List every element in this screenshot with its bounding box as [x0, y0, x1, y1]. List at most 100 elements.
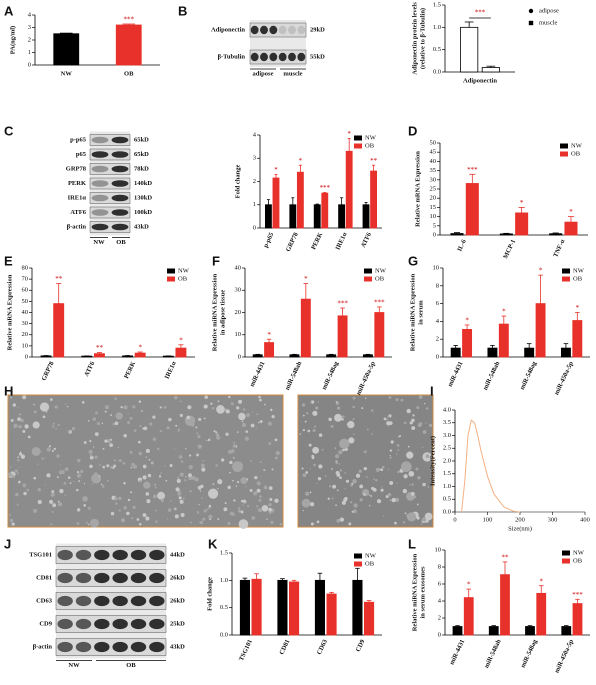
- particle: [89, 464, 93, 469]
- blot-row-label: ATF6: [70, 209, 87, 216]
- particle: [127, 498, 131, 502]
- particle: [244, 436, 249, 441]
- blot-band: [57, 549, 73, 561]
- particle: [366, 428, 369, 431]
- blot-size-label: 130kD: [134, 194, 152, 201]
- particle: [406, 512, 417, 522]
- blot-band: [149, 595, 165, 607]
- blot-strip: [89, 134, 131, 146]
- particle: [87, 523, 90, 526]
- y-tick-label: 30: [235, 287, 242, 294]
- x-tick-label: GRP78: [41, 360, 56, 382]
- particle: [24, 424, 29, 429]
- particle: [26, 488, 30, 492]
- y-tick-label: 4: [253, 131, 257, 138]
- panel-letter: E: [4, 253, 13, 268]
- blot-band: [278, 52, 287, 62]
- particle: [215, 432, 220, 437]
- particle: [127, 421, 131, 425]
- particle: [136, 518, 140, 521]
- y-tick-label: 0.5: [220, 604, 228, 611]
- particle: [318, 464, 323, 469]
- particle: [369, 505, 371, 507]
- particle: [318, 433, 323, 437]
- particle: [51, 425, 55, 428]
- legend-label: NW: [375, 267, 387, 274]
- bar: [289, 354, 300, 358]
- particle: [269, 498, 273, 502]
- significance-label: ***: [337, 300, 348, 308]
- particle: [33, 476, 37, 480]
- particle: [203, 417, 206, 420]
- particle: [400, 398, 404, 402]
- panel-letter: F: [212, 253, 220, 268]
- y-tick-label: 2: [253, 178, 256, 185]
- particle: [227, 485, 231, 490]
- y-tick-label: 2: [436, 336, 439, 343]
- particle: [331, 497, 334, 500]
- particle: [63, 482, 67, 485]
- particle: [178, 496, 182, 500]
- particle: [309, 491, 312, 494]
- particle: [259, 461, 262, 464]
- particle: [48, 445, 51, 448]
- particle: [142, 475, 147, 480]
- particle: [376, 499, 382, 504]
- particle: [216, 405, 225, 414]
- y-tick-label: 3: [28, 24, 31, 31]
- significance-label: *: [576, 304, 580, 312]
- x-tick-label: miR-450a-5p: [355, 360, 377, 396]
- blot-group-label: muscle: [283, 70, 302, 77]
- blot-size-label: 43kD: [170, 643, 185, 650]
- bar: [251, 578, 262, 636]
- particle: [52, 422, 55, 425]
- particle: [115, 502, 118, 505]
- particle: [245, 430, 249, 433]
- particle: [408, 471, 415, 477]
- particle: [18, 466, 20, 469]
- particle: [57, 423, 60, 427]
- bar: [122, 355, 134, 358]
- blot-band: [149, 549, 165, 561]
- x-tick-label: 0: [453, 516, 456, 523]
- particle: [397, 470, 400, 474]
- particle: [76, 470, 80, 474]
- blot-band: [130, 641, 147, 653]
- blot-band: [111, 180, 129, 187]
- y-axis-label: (relative to β-Tubulin): [419, 8, 426, 69]
- x-tick-label: IRE1α: [334, 231, 348, 251]
- x-axis-label: Size(nm): [508, 525, 532, 532]
- particle: [175, 424, 178, 427]
- particle: [44, 484, 47, 486]
- y-tick-label: 40: [430, 158, 437, 165]
- legend-swatch: [364, 276, 372, 282]
- y-tick-label: 1.0: [220, 577, 228, 584]
- particle: [106, 438, 112, 444]
- blot-band: [94, 618, 110, 630]
- particle: [199, 521, 201, 524]
- y-tick-label: 20: [430, 195, 437, 202]
- size-distribution-line: [461, 419, 521, 513]
- y-tick-label: 20: [235, 309, 242, 316]
- particle: [302, 473, 307, 478]
- particle: [335, 470, 340, 475]
- bar: [572, 603, 583, 636]
- bar: [134, 352, 146, 358]
- particle: [197, 434, 201, 439]
- particle: [394, 521, 397, 525]
- particle: [375, 467, 380, 472]
- particle: [182, 497, 185, 500]
- blot-band: [130, 595, 147, 607]
- y-tick-label: 20: [22, 331, 29, 338]
- particle: [363, 450, 367, 454]
- y-tick-label: 0: [438, 631, 441, 638]
- particle: [415, 467, 419, 471]
- particle: [51, 490, 55, 494]
- particle: [200, 463, 205, 468]
- particle: [120, 518, 126, 523]
- y-axis-label: Relative mRNA Expression: [6, 274, 13, 350]
- particle: [381, 465, 385, 469]
- particle: [175, 508, 177, 510]
- particle: [95, 411, 98, 415]
- particle: [175, 487, 180, 492]
